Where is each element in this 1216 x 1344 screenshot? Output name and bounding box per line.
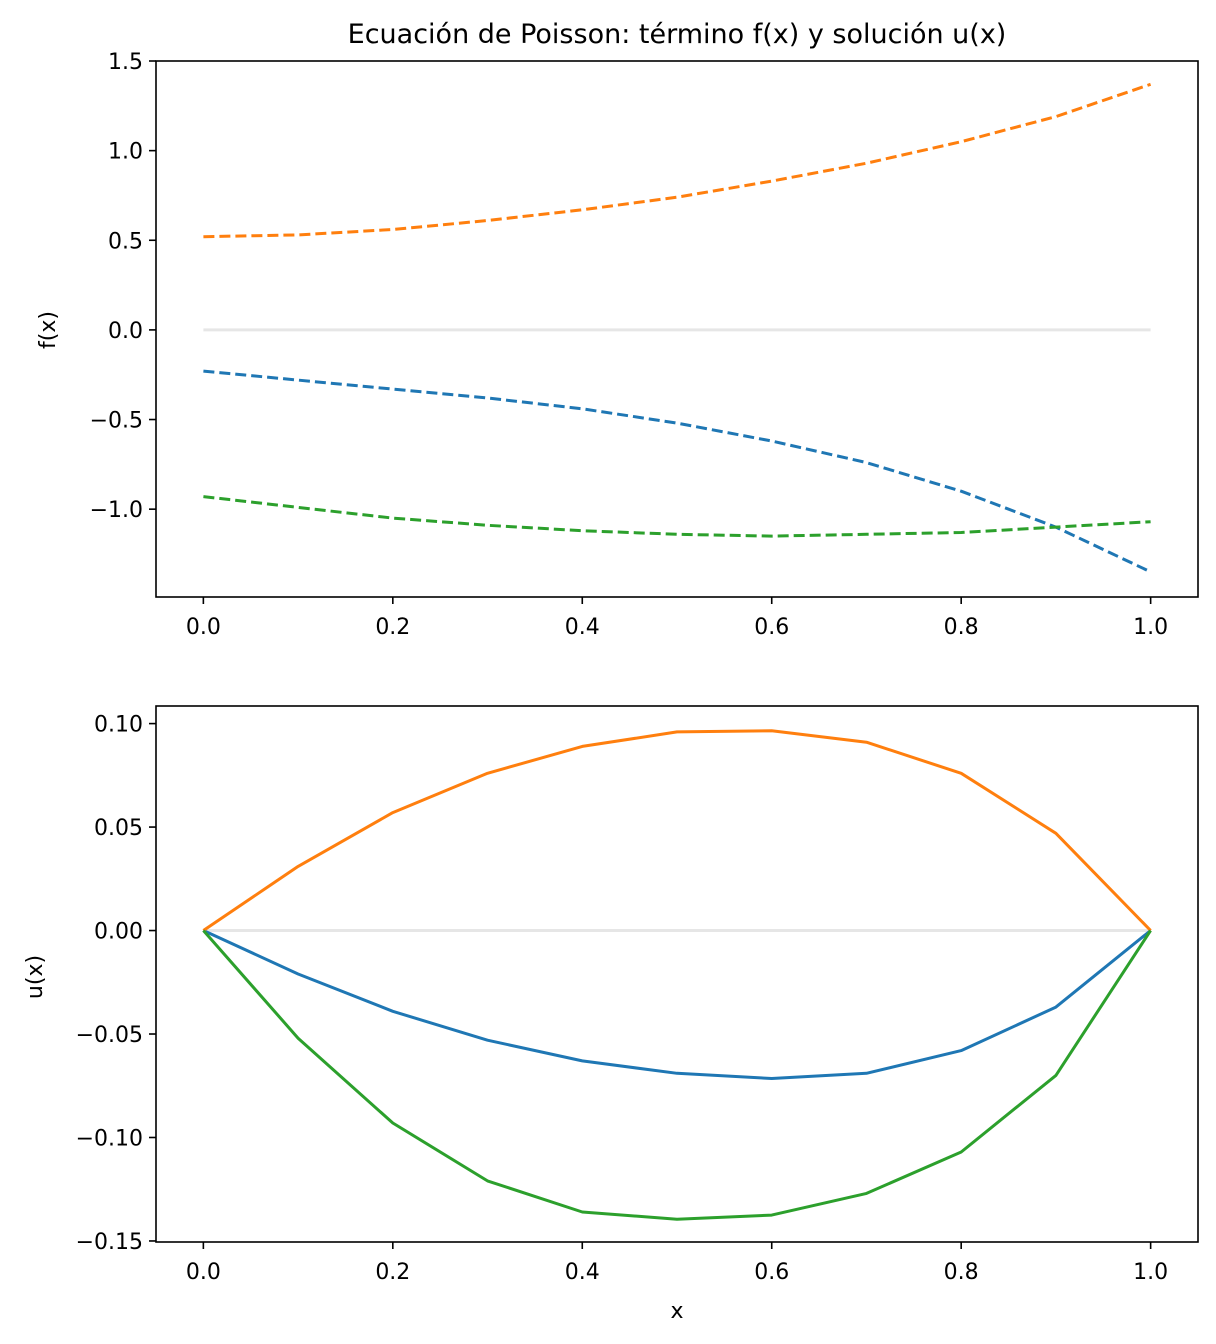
f-y-tick-label: −1.0 [90,498,143,523]
f-plot-area: 0.0 0.2 0.4 0.6 0.8 1.0 1.5 1.0 0.5 0.0 −0.5 −1.0 [90,50,1199,640]
f-y-axis-label: f(x) [36,311,61,349]
f-x-tick-label: 1.0 [1133,615,1168,640]
f-y-tick-label: 0.0 [108,319,143,344]
u-plot-area: 0.0 0.2 0.4 0.6 0.8 1.0 0.10 0.05 0.00 −0.05 −0.10… [76,705,1199,1285]
f-x-tick-label: 0.4 [565,615,600,640]
u-y-tick-label: −0.10 [76,1126,143,1151]
f-x-tick-label: 0.6 [754,615,789,640]
f-y-tick-label: 0.5 [108,229,143,254]
u-x-tick-label: 1.0 [1133,1260,1168,1285]
u-y-tick-label: 0.00 [94,920,143,945]
u-series-u3 [202,929,1152,1221]
f-y-tick-label: 1.5 [108,50,143,75]
u-axes-frame [155,705,1199,1243]
u-x-tick-label: 0.2 [375,1260,410,1285]
chart-title: Ecuación de Poisson: término f(x) y solu… [348,19,1007,50]
f-series-f2 [203,82,1152,239]
u-panel: 0.0 0.2 0.4 0.6 0.8 1.0 0.10 0.05 0.00 −0.05 −0.10… [23,705,1199,1324]
u-x-axis-label: x [670,1299,683,1324]
u-x-tick-label: 0.4 [565,1260,600,1285]
f-x-tick-label: 0.2 [375,615,410,640]
f-y-tick-label: −0.5 [90,409,143,434]
u-y-tick-label: −0.15 [76,1230,143,1255]
f-y-tick-label: 1.0 [108,140,143,165]
f-series-f1 [203,369,1152,574]
u-y-axis-label: u(x) [23,955,48,999]
u-series-u1 [202,929,1152,1080]
u-x-tick-label: 0.8 [944,1260,979,1285]
f-axes-frame [155,60,1199,598]
f-x-tick-label: 0.8 [944,615,979,640]
u-x-tick-label: 0.0 [186,1260,221,1285]
f-x-tick-label: 0.0 [186,615,221,640]
u-series-u2 [202,729,1152,932]
f-panel: Ecuación de Poisson: término f(x) y solu… [36,19,1199,640]
f-series-f3 [203,495,1151,538]
u-y-tick-label: 0.10 [94,713,143,738]
u-y-tick-label: 0.05 [94,816,143,841]
u-x-tick-label: 0.6 [754,1260,789,1285]
u-y-tick-label: −0.05 [76,1023,143,1048]
